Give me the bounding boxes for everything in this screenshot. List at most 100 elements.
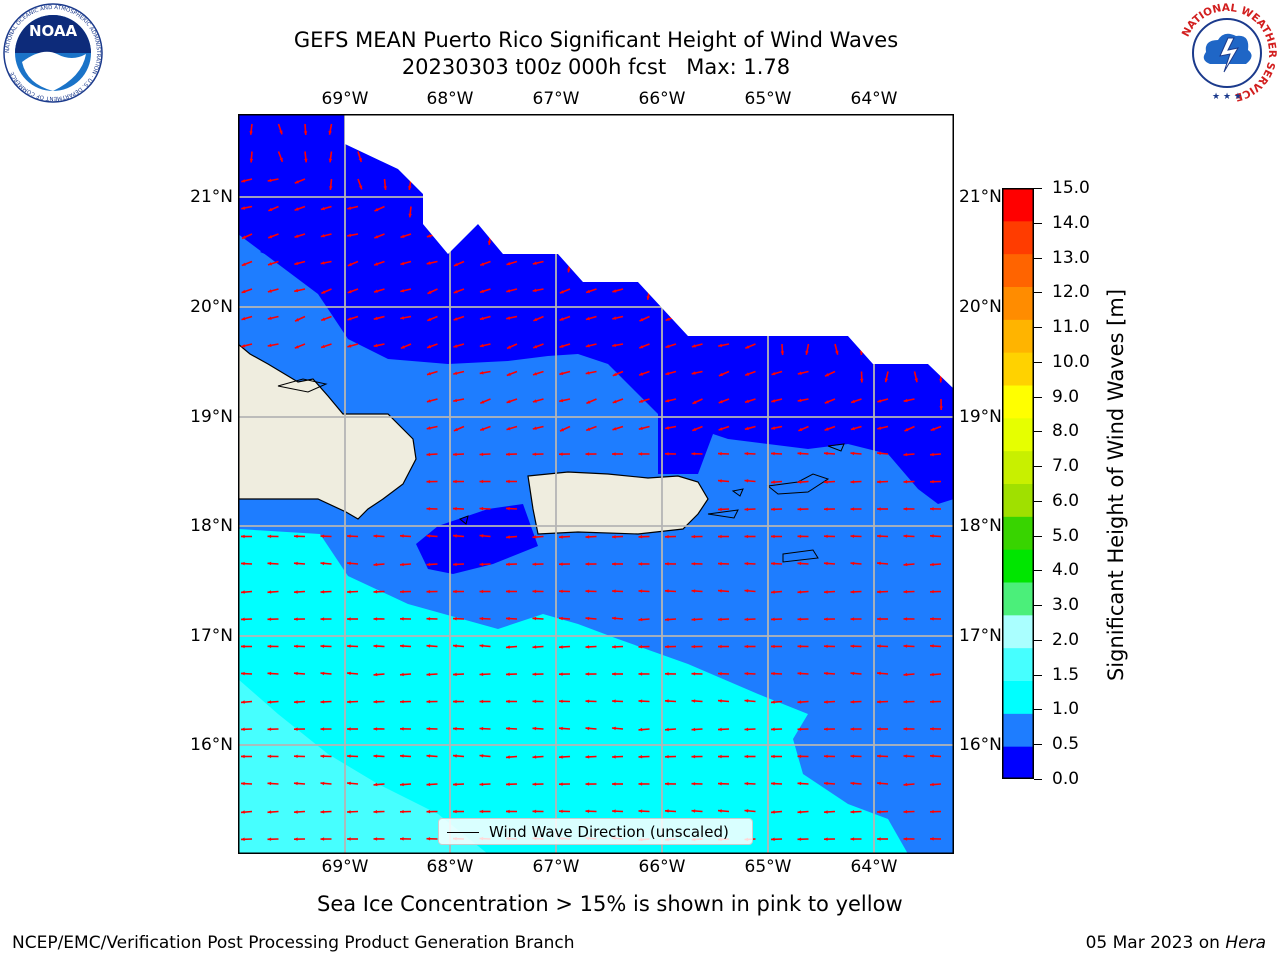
wind-wave-arrowhead [426,479,431,484]
wind-wave-arrowhead [559,726,563,731]
wind-wave-arrowhead [453,562,457,567]
wind-wave-arrowhead [586,289,590,293]
lon-label-top: 68°W [426,89,474,109]
wind-wave-arrowhead [692,427,697,431]
wind-wave-arrowhead [532,452,537,456]
wind-wave-arrowhead [532,645,537,649]
lon-label-top: 69°W [321,89,369,109]
wind-wave-arrowhead [612,343,616,347]
wind-wave-arrowhead [850,426,855,431]
legend-label: Wind Wave Direction (unscaled) [489,823,729,841]
wind-wave-arrowhead [567,268,571,273]
wind-wave-arrowhead [294,781,298,786]
national-weather-service-logo: NATIONAL WEATHER SERVICE ★ ★ ★ [1178,2,1278,103]
lon-label-bottom: 66°W [638,857,686,877]
wind-wave-arrowhead [771,754,775,759]
wind-wave-arrowhead [850,507,855,511]
wind-wave-arrowhead [903,672,908,677]
wind-wave-arrowhead [665,535,669,539]
lat-label-right: 21°N [959,187,1002,207]
wind-wave-arrowhead [638,562,643,566]
wind-wave-arrowhead [930,480,934,484]
wind-wave-arrowhead [506,645,510,649]
wind-wave-arrowhead [241,644,245,649]
wind-wave-arrowhead [825,373,829,377]
wind-wave-arrowhead [347,344,352,348]
wind-wave-arrowhead [824,451,828,456]
wind-wave-arrowhead [559,398,564,403]
wave-height-1.5-2.0 [238,679,488,854]
wind-wave-arrowhead [532,535,537,539]
wind-wave-arrowhead [744,507,749,512]
wind-wave-arrowhead [771,810,775,814]
colorbar-tick [1034,779,1042,780]
wind-wave-arrowhead [903,644,908,648]
colorbar-tick [1034,744,1042,746]
wind-wave-arrowhead [453,344,458,348]
wind-wave-arrowhead [241,179,246,183]
wind-wave-arrowhead [479,616,484,621]
wind-wave-arrowhead [373,343,378,348]
lon-label-bottom: 67°W [532,857,580,877]
wind-wave-arrowhead [532,616,537,621]
wind-wave-arrowhead [373,590,378,594]
wind-wave-arrowhead [294,234,299,238]
wind-wave-arrowhead [479,534,484,538]
wind-wave-arrowhead [480,427,485,431]
wind-wave-arrowhead [884,378,889,383]
wind-wave-arrowhead [506,261,511,266]
wave-height-0.0-0.5-north [238,114,954,504]
wind-wave-arrowhead [559,699,563,703]
wind-wave-arrowhead [903,754,908,758]
colorbar-tick [1034,431,1042,433]
wind-wave-arrowhead [267,700,272,704]
wind-wave-arrowhead [903,562,908,567]
wind-wave-arrowhead [930,672,934,677]
wind-wave-arrowhead [320,644,325,648]
wind-wave-arrowhead [559,290,564,294]
colorbar-tick [1034,327,1042,329]
wind-wave-arrowhead [559,535,563,539]
wind-wave-arrowhead [267,671,272,676]
wind-wave-arrowhead [358,185,363,190]
wind-wave-arrowhead [408,213,412,218]
wind-wave-arrowhead [797,671,802,676]
wind-wave-arrowhead [665,672,669,676]
wind-wave-arrowhead [797,837,802,841]
hispaniola-land [238,343,417,520]
lat-label-left: 17°N [190,626,233,646]
wind-wave-arrowhead [859,351,864,355]
wind-wave-arrowhead [585,726,590,731]
colorbar-tick-label: 14.0 [1052,212,1090,233]
wind-wave-arrowhead [691,371,696,375]
wind-wave-arrowhead [797,561,802,566]
wave-height-1.0-1.5 [238,529,908,854]
wind-wave-arrowhead [744,561,749,566]
wind-wave-arrowhead [267,316,272,320]
wind-wave-arrowhead [400,837,404,841]
wind-wave-arrowhead [267,561,272,566]
wind-wave-arrowhead [797,644,802,649]
wind-wave-arrowhead [267,837,272,841]
wind-wave-arrowhead [639,317,644,322]
wind-wave-arrowhead [241,810,245,814]
wind-wave-arrowhead [347,317,352,321]
wind-wave-arrowhead [320,700,325,704]
wind-wave-arrowhead [426,699,431,704]
wind-wave-arrowhead [347,644,351,648]
wind-wave-arrowhead [877,700,881,704]
wind-wave-arrowhead [400,782,404,787]
wind-wave-arrowhead [824,534,828,538]
wind-wave-arrowhead [824,671,828,676]
wind-wave-arrowhead [373,534,378,538]
colorbar-segment [1002,746,1034,779]
wind-wave-arrowhead [453,699,457,704]
wind-wave-arrowhead [744,479,749,483]
wind-wave-arrowhead [347,671,351,676]
wind-wave-arrowhead [586,400,591,404]
wind-wave-arrowhead [585,672,590,676]
wind-wave-arrowhead [479,782,484,787]
wind-wave-arrowhead [426,562,431,567]
wind-wave-arrowhead [479,754,484,758]
lat-label-right: 18°N [959,516,1002,536]
